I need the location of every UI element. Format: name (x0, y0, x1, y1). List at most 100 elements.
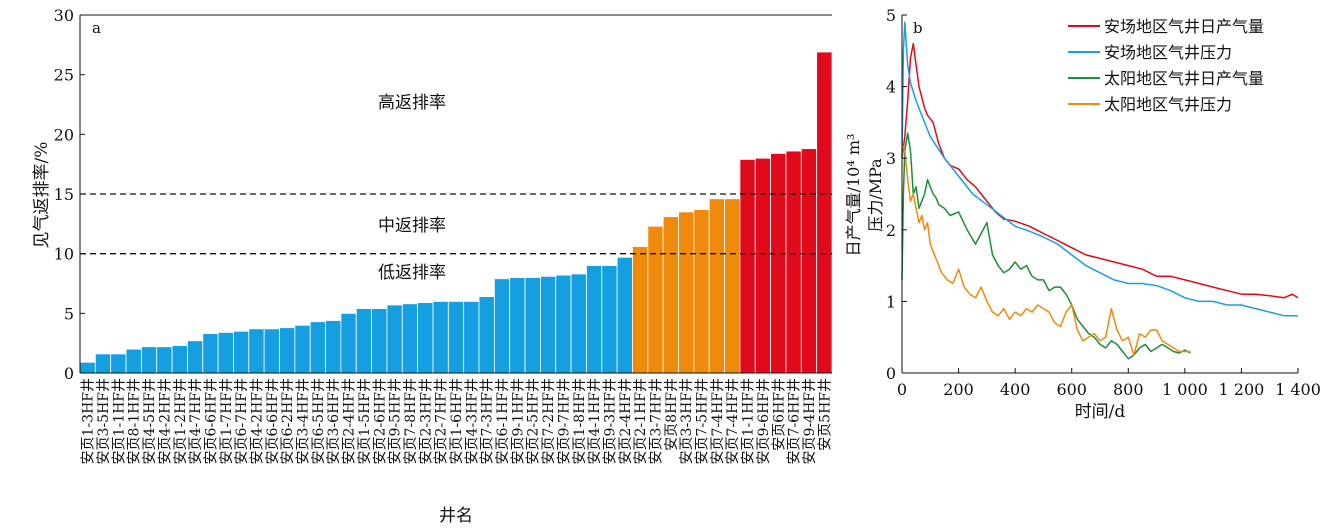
bar (540, 275, 557, 374)
series-line-3 (901, 132, 1191, 360)
x-tick-label: 安页6-2HF井 (280, 378, 296, 464)
x-tick-label: 安页8-1HF井 (127, 378, 143, 464)
bar (724, 198, 741, 374)
bar (785, 150, 802, 374)
x-tick-label: 0 (897, 380, 907, 399)
x-tick-label: 安页1-7HF井 (219, 378, 235, 464)
x-tick-label: 安页6HF井 (771, 378, 787, 451)
x-tick-label: 安页2-1HF井 (633, 378, 649, 464)
x-tick-label: 安页4-2HF井 (249, 378, 265, 464)
y-tick-label: 2 (886, 221, 896, 240)
x-tick-label: 安页9-7HF井 (556, 378, 572, 464)
bar (693, 209, 710, 374)
bar (478, 296, 495, 374)
x-tick-label: 安页2-3HF井 (418, 378, 434, 464)
bar (386, 304, 403, 374)
y-tick-label: 0 (886, 364, 896, 383)
y-tick-label: 4 (886, 78, 896, 97)
x-tick-label: 安页6-5HF井 (311, 378, 327, 464)
bar (140, 346, 158, 374)
bar (309, 321, 326, 374)
x-tick-label: 400 (1000, 380, 1031, 399)
bar (662, 216, 679, 374)
x-tick-label: 安页3-7HF井 (649, 378, 665, 464)
x-tick-label: 安页4-5HF井 (142, 378, 158, 464)
bar (401, 303, 419, 374)
bar (325, 320, 342, 374)
bar (493, 278, 511, 374)
x-tick-label: 安页3-4HF井 (296, 378, 312, 464)
x-tick-label: 安页4-7HF井 (188, 378, 204, 464)
x-tick-label: 安页7-6HF井 (787, 378, 803, 464)
x-tick-label: 安页6-7HF井 (234, 378, 250, 464)
x-tick-label: 安页7-5HF井 (695, 378, 711, 464)
y-tick-label: 30 (54, 6, 74, 25)
series-line-2 (901, 21, 1298, 317)
x-tick-label: 800 (1113, 380, 1144, 399)
x-tick-label: 安页7-3HF井 (480, 378, 496, 464)
x-tick-label: 安页1-6HF井 (449, 378, 465, 464)
x-tick-label: 安页9-4HF井 (802, 378, 818, 464)
bar (524, 277, 541, 374)
y-tick-label: 25 (54, 66, 74, 85)
x-tick-label: 安页9-6HF井 (756, 378, 772, 464)
x-tick-label: 安页6-6HF井 (203, 378, 219, 464)
x-tick-label: 安页3-5HF井 (96, 378, 112, 464)
bar (279, 327, 296, 374)
bar (816, 51, 833, 374)
x-tick-label: 安页4-1HF井 (587, 378, 603, 464)
x-tick-label: 1 000 (1162, 380, 1208, 399)
bar (570, 273, 587, 374)
x-tick-label: 1 200 (1219, 380, 1265, 399)
x-tick-label: 200 (943, 380, 974, 399)
y-tick-label: 10 (54, 245, 74, 264)
y-tick-label: 5 (886, 6, 896, 25)
bar (417, 302, 434, 374)
y-axis-label-2: 压力/MPa (866, 158, 885, 232)
bar (432, 300, 449, 374)
annotation-high: 高返排率 (378, 93, 446, 113)
bar (754, 157, 772, 374)
bar (371, 308, 388, 374)
bar (125, 348, 142, 374)
x-tick-label: 安页6-6HF井 (265, 378, 281, 464)
y-tick-label: 15 (54, 185, 74, 204)
x-tick-label: 安页9-5HF井 (388, 378, 404, 464)
legend-entry: 安场地区气井日产气量 (1104, 17, 1264, 36)
y-axis-label: 见气返排率/% (32, 142, 52, 249)
x-tick-label: 安页4-3HF井 (464, 378, 480, 464)
x-tick-label: 安页3-6HF井 (326, 378, 342, 464)
panel-label: a (92, 19, 101, 37)
x-tick-label: 安页1-2HF井 (173, 378, 189, 464)
x-tick-label: 安页7-4HF井 (710, 378, 726, 464)
x-tick-label: 安页8HF井 (664, 378, 680, 451)
bar (187, 340, 204, 374)
legend-entry: 安场地区气井压力 (1104, 43, 1232, 62)
x-tick-label: 安页1-3HF井 (81, 378, 97, 464)
bar (202, 333, 219, 374)
x-tick-label: 安页2-4HF井 (342, 378, 358, 464)
x-tick-label: 安页2-5HF井 (526, 378, 542, 464)
bar (447, 300, 465, 374)
bar (248, 328, 265, 374)
bar (463, 300, 480, 374)
x-tick-label: 安页1-1HF井 (741, 378, 757, 464)
panel-label: b (913, 19, 923, 37)
x-tick-label: 安页7-2HF井 (541, 378, 557, 464)
x-tick-label: 安页1-5HF井 (357, 378, 373, 464)
x-tick-label: 安页9-3HF井 (602, 378, 618, 464)
bar (263, 328, 280, 374)
annotation-medium: 中返排率 (378, 216, 446, 236)
bar (678, 211, 695, 374)
y-tick-label: 1 (886, 292, 896, 311)
x-tick-label: 安页4-2HF井 (157, 378, 173, 464)
y-tick-label: 20 (54, 125, 74, 144)
bar (616, 256, 633, 374)
bar (632, 246, 649, 374)
bar (171, 345, 188, 374)
bar (294, 324, 311, 374)
x-tick-label: 1 400 (1275, 380, 1321, 399)
line-chart-panel-b: 0 1 2 3 4 5 0 200 400 600 800 1 000 1 200 1 400 b 时间/d 日… (844, 6, 1321, 422)
x-tick-label: 安页3-3HF井 (679, 378, 695, 464)
